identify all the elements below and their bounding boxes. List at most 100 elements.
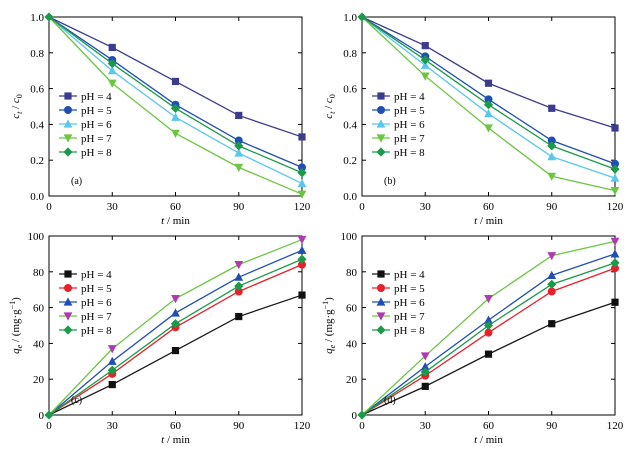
data-point <box>420 362 430 371</box>
data-point <box>234 287 243 296</box>
data-point <box>420 352 430 361</box>
data-point <box>171 295 180 304</box>
legend-marker <box>63 297 73 306</box>
y-tick-label: 0.2 <box>30 155 44 167</box>
data-point <box>610 237 620 246</box>
data-point <box>547 279 557 289</box>
legend-entry: pH = 8 <box>81 325 112 337</box>
data-point <box>171 308 180 317</box>
data-point <box>234 148 244 157</box>
data-point <box>547 172 557 181</box>
panel-b: 0 30 60 90 120 0.0 0.2 0.4 0.6 0.8 1.0 t / min ct / … <box>323 12 624 227</box>
y-tick-label: 0.0 <box>343 191 357 203</box>
legend-entry: pH = 7 <box>81 311 112 323</box>
data-point <box>547 270 557 279</box>
x-tick-label: 90 <box>546 420 558 432</box>
x-tick-label: 0 <box>46 201 52 213</box>
legend-marker <box>63 312 73 321</box>
data-point <box>610 164 620 174</box>
legend-marker <box>377 270 385 278</box>
x-axis-label: t / min <box>161 215 190 227</box>
legend-entry: pH = 6 <box>394 119 425 131</box>
legend-marker <box>64 92 72 100</box>
data-point <box>484 315 493 324</box>
data-point <box>610 249 620 258</box>
x-tick-label: 30 <box>107 420 119 432</box>
data-point <box>298 163 306 172</box>
y-tick-label: 1.0 <box>30 12 44 24</box>
data-point <box>297 190 307 199</box>
data-point <box>298 260 306 269</box>
x-tick-label: 120 <box>294 420 311 432</box>
legend-entry: pH = 8 <box>394 147 425 159</box>
data-point <box>484 350 493 358</box>
data-point <box>298 291 306 299</box>
legend-entry: pH = 5 <box>81 283 112 295</box>
data-point <box>484 328 493 337</box>
y-tick-label: 0 <box>39 410 45 422</box>
y-tick-label: 60 <box>33 303 45 315</box>
data-point <box>547 136 556 145</box>
data-point <box>170 319 181 329</box>
data-point <box>297 254 307 264</box>
data-point <box>234 136 243 145</box>
data-point <box>610 187 620 196</box>
data-point <box>420 367 430 377</box>
legend-marker <box>63 119 73 128</box>
y-tick-label: 1.0 <box>343 12 357 24</box>
data-point <box>107 356 117 365</box>
data-point <box>107 79 117 88</box>
x-tick-label: 60 <box>483 201 495 213</box>
y-tick-label: 100 <box>28 231 45 243</box>
legend-entry: pH = 6 <box>394 297 425 309</box>
data-point <box>484 109 493 118</box>
data-point <box>611 159 619 168</box>
legend-entry: pH = 5 <box>394 105 425 117</box>
x-tick-label: 30 <box>420 420 432 432</box>
data-point <box>420 72 430 81</box>
data-point <box>234 261 244 270</box>
data-point <box>170 103 181 113</box>
data-point <box>611 124 619 132</box>
legend-entry: pH = 5 <box>394 283 425 295</box>
legend-entry: pH = 4 <box>81 91 112 103</box>
x-tick-label: 0 <box>46 420 52 432</box>
data-point <box>484 124 493 133</box>
y-tick-label: 80 <box>346 267 358 279</box>
data-point <box>171 112 180 121</box>
y-tick-label: 0.4 <box>30 119 44 131</box>
legend-marker <box>377 106 385 114</box>
legend: pH = 4 pH = 5 pH = 6 pH = 7 pH = 8 <box>59 269 112 337</box>
panel-tag: (b) <box>384 176 396 187</box>
legend: pH = 4 pH = 5 pH = 6 pH = 7 pH = 8 <box>59 91 112 159</box>
data-point <box>297 168 307 178</box>
legend-marker <box>377 284 385 292</box>
y-tick-label: 0.0 <box>30 191 44 203</box>
y-axis-label: qe / (mg·g−1) <box>8 297 24 354</box>
legend-entry: pH = 8 <box>81 147 112 159</box>
data-point <box>171 129 180 138</box>
legend-entry: pH = 7 <box>394 311 425 323</box>
panel-tag: (d) <box>384 395 396 406</box>
x-tick-label: 60 <box>170 201 182 213</box>
y-tick-label: 20 <box>346 374 358 386</box>
legend-entry: pH = 6 <box>81 119 112 131</box>
data-point <box>171 346 180 355</box>
data-point <box>108 43 116 52</box>
data-point <box>548 104 556 112</box>
x-axis-label: t / min <box>161 434 190 446</box>
data-point <box>234 141 244 151</box>
x-tick-label: 120 <box>607 420 624 432</box>
legend-entry: pH = 6 <box>81 297 112 309</box>
legend: pH = 4 pH = 5 pH = 6 pH = 7 pH = 8 <box>372 91 425 159</box>
legend-marker <box>376 147 386 157</box>
legend-entry: pH = 7 <box>394 133 425 145</box>
data-point <box>547 141 557 151</box>
y-tick-label: 80 <box>33 267 45 279</box>
legend-entry: pH = 4 <box>394 269 425 281</box>
data-point <box>484 95 493 104</box>
y-axis-label: ct / c0 <box>323 94 337 119</box>
data-point <box>297 245 307 254</box>
data-point <box>235 312 243 321</box>
